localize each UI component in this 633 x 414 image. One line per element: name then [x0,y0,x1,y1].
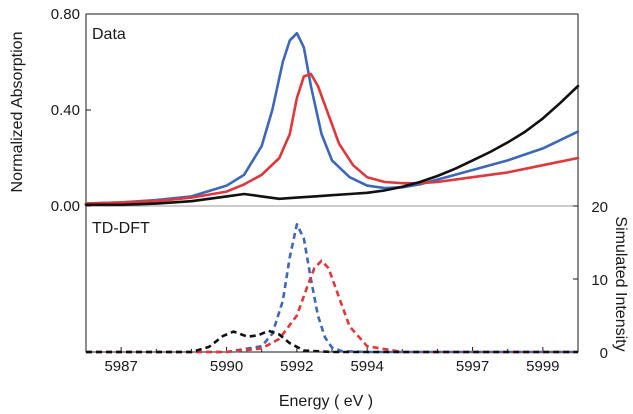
y-right-tick-label: 0 [600,345,608,362]
y-left-tick-label: 0.00 [51,198,80,215]
tddft-series-line-2 [86,329,578,354]
x-tick-label: 5994 [350,358,383,375]
x-tick-label: 5990 [210,358,243,375]
tddft-series-line-0 [86,223,578,354]
y-right-tick-label: 20 [591,199,608,216]
axes: 5987 5990 5992 5994 5997 5999 0.00 0.40 0.80 0 10 2… [51,6,608,375]
plot-frame [85,13,579,353]
data-series-line-2 [84,84,580,207]
y-axis-title-left: Normalized Absorption [9,32,26,193]
y-left-tick-label: 0.80 [51,6,80,23]
tddft-series-line-1 [86,259,578,354]
data-series-line-1 [84,72,580,205]
x-tick-label: 5992 [280,358,313,375]
panel-label-data: Data [92,26,126,43]
series-layer [84,31,580,354]
panel-label-tddft: TD-DFT [92,220,150,237]
y-left-tick-label: 0.40 [51,102,80,119]
y-axis-title-right: Simulated Intensity [612,216,629,351]
x-axis-title: Energy ( eV ) [279,393,373,410]
x-tick-label: 5999 [526,358,559,375]
x-tick-label: 5987 [104,358,137,375]
y-right-tick-label: 10 [591,272,608,289]
plot-border [85,13,579,353]
data-series-line-0 [84,31,580,205]
x-tick-label: 5997 [456,358,489,375]
